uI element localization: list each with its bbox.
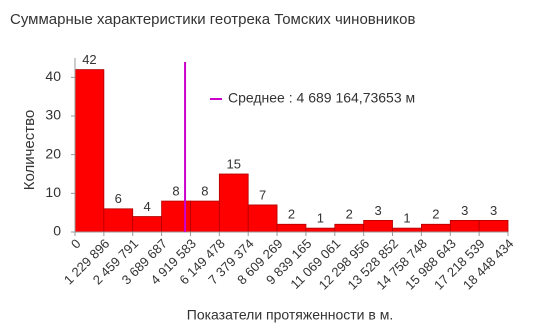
bar xyxy=(74,69,105,233)
data-label: 6 xyxy=(115,191,122,206)
data-label: 7 xyxy=(259,187,266,202)
bar xyxy=(305,227,336,233)
data-label: 2 xyxy=(288,207,295,222)
y-tick-label: 0 xyxy=(53,223,61,239)
y-tick-label: 10 xyxy=(45,184,61,200)
bar xyxy=(247,204,278,233)
bar xyxy=(161,200,191,233)
x-axis-label: Показатели протяженности в м. xyxy=(187,307,393,323)
bar xyxy=(478,219,509,233)
bar xyxy=(190,200,220,233)
data-label: 3 xyxy=(461,203,468,218)
bar xyxy=(218,173,249,233)
data-label: 3 xyxy=(490,203,497,218)
bar xyxy=(363,219,393,233)
y-tick-label: 30 xyxy=(45,107,61,123)
bar xyxy=(103,208,134,233)
y-tick-label: 40 xyxy=(45,68,61,84)
bar xyxy=(392,227,422,233)
data-label: 8 xyxy=(201,184,208,199)
data-label: 1 xyxy=(317,211,324,226)
data-label: 2 xyxy=(346,207,353,222)
data-label: 15 xyxy=(227,156,241,171)
y-axis-label: Количество xyxy=(21,110,38,191)
y-tick-label: 20 xyxy=(45,145,61,161)
data-label: 8 xyxy=(172,184,179,199)
data-label: 42 xyxy=(82,52,96,67)
x-tick-label: 0 xyxy=(68,236,84,252)
bar xyxy=(449,219,480,233)
mean-label: Среднее : 4 689 164,73653 м xyxy=(228,90,415,106)
bar xyxy=(132,216,162,233)
data-label: 1 xyxy=(403,211,410,226)
bar xyxy=(276,223,307,233)
bar xyxy=(421,223,451,233)
data-label: 3 xyxy=(374,203,381,218)
bar xyxy=(334,223,365,233)
data-label: 2 xyxy=(432,207,439,222)
chart-title: Суммарные характеристики геотрека Томски… xyxy=(10,11,415,28)
data-label: 4 xyxy=(144,199,151,214)
